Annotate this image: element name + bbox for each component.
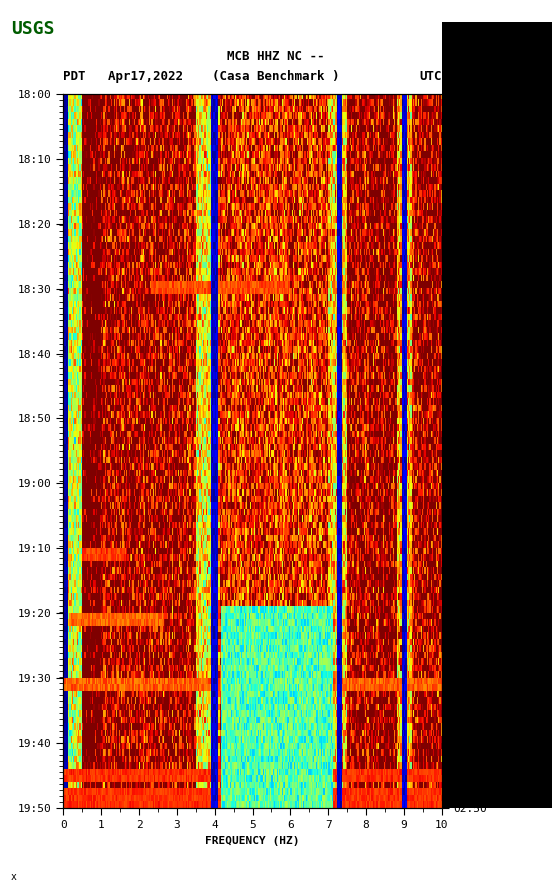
Text: x: x [11,872,17,882]
X-axis label: FREQUENCY (HZ): FREQUENCY (HZ) [205,836,300,846]
Text: (Casa Benchmark ): (Casa Benchmark ) [213,70,339,83]
Text: USGS: USGS [11,20,55,38]
Text: PDT   Apr17,2022: PDT Apr17,2022 [63,70,183,83]
Text: UTC: UTC [419,70,442,83]
Text: MCB HHZ NC --: MCB HHZ NC -- [227,49,325,63]
